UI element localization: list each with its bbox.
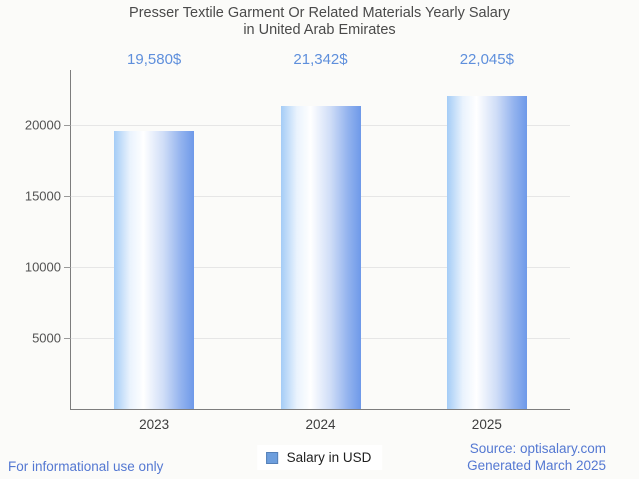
bar	[280, 105, 361, 409]
legend-swatch-icon	[265, 451, 278, 464]
legend-label: Salary in USD	[286, 450, 372, 465]
y-tick	[64, 337, 71, 339]
source-text: Source: optisalary.com	[469, 441, 606, 456]
disclaimer-text: For informational use only	[8, 459, 164, 474]
x-axis-label: 2023	[139, 417, 170, 432]
y-tick-label: 15000	[24, 188, 61, 204]
bar-value-label: 19,580$	[127, 51, 182, 68]
plot-area: 5000 10000 15000 20000 19,580$ 2023 21,342$ 202…	[25, 51, 570, 432]
chart-title-line2: in United Arab Emirates	[243, 21, 396, 38]
legend: Salary in USD	[256, 445, 383, 470]
bar-value-label: 22,045$	[459, 51, 514, 68]
chart-title-line1: Presser Textile Garment Or Related Mater…	[129, 5, 510, 21]
source-block: Source: optisalary.com Generated March 2…	[467, 440, 606, 474]
bar	[114, 130, 195, 409]
y-tick	[64, 195, 71, 197]
y-tick-label: 5000	[32, 330, 61, 346]
y-tick-label: 20000	[24, 117, 61, 133]
bar	[446, 95, 527, 409]
x-axis-label: 2024	[305, 417, 336, 432]
y-tick	[64, 266, 71, 268]
x-axis-label: 2025	[471, 417, 502, 432]
generated-text: Generated March 2025	[467, 458, 606, 473]
bar-value-label: 21,342$	[293, 51, 348, 68]
y-tick	[64, 124, 71, 126]
y-tick-label: 10000	[24, 259, 61, 275]
chart-title: Presser Textile Garment Or Related Mater…	[0, 5, 639, 38]
